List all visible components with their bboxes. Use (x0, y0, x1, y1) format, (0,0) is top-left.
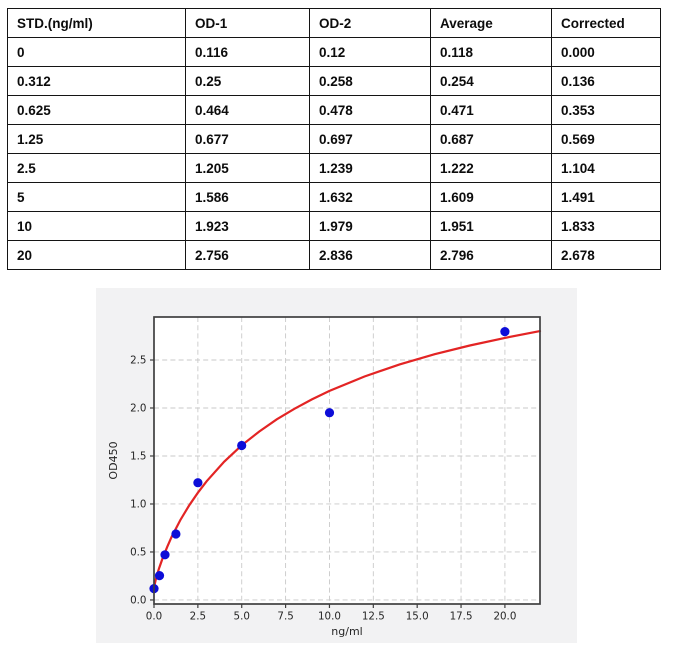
table-cell: 1.979 (309, 211, 431, 241)
table-cell: 1.632 (309, 182, 431, 212)
plot-area (154, 317, 540, 604)
column-header-corrected: Corrected (551, 8, 661, 38)
table-cell: 0.312 (7, 66, 186, 96)
fit-curve (152, 330, 542, 589)
table-cell: 0.569 (551, 124, 661, 154)
x-tick-label: 5.0 (234, 611, 250, 623)
table-row: 1.25 0.677 0.697 0.687 0.569 (7, 124, 661, 154)
table-cell: 0.697 (309, 124, 431, 154)
table-cell: 2.678 (551, 240, 661, 270)
column-header-od1: OD-1 (185, 8, 310, 38)
table-cell: 0.254 (430, 66, 552, 96)
table-row: 0 0.116 0.12 0.118 0.000 (7, 37, 661, 67)
x-tick-label: 20.0 (493, 611, 516, 623)
column-header-std: STD.(ng/ml) (7, 8, 186, 38)
column-header-average: Average (430, 8, 552, 38)
table-cell: 1.951 (430, 211, 552, 241)
x-axis-label: ng/ml (331, 625, 362, 638)
table-cell: 0.687 (430, 124, 552, 154)
x-tick-label: 0.0 (146, 611, 162, 623)
table-cell: 0.12 (309, 37, 431, 67)
table-cell: 0.258 (309, 66, 431, 96)
table-row: 0.312 0.25 0.258 0.254 0.136 (7, 66, 661, 96)
table-cell: 0.25 (185, 66, 310, 96)
standard-curve-figure: 0.0 2.5 5.0 7.5 10.0 12.5 15.0 17.5 20.0 0.0 0.5 1.… (96, 288, 577, 643)
x-tick-label: 15.0 (406, 611, 429, 623)
x-tick-label: 7.5 (277, 611, 293, 623)
table-cell: 1.205 (185, 153, 310, 183)
table-row: 20 2.756 2.836 2.796 2.678 (7, 240, 661, 270)
table-cell: 0.464 (185, 95, 310, 125)
table-cell: 1.491 (551, 182, 661, 212)
table-cell: 0.625 (7, 95, 186, 125)
y-axis-label: OD450 (107, 441, 120, 479)
table-cell: 0.478 (309, 95, 431, 125)
table-cell: 0 (7, 37, 186, 67)
table-cell: 0.118 (430, 37, 552, 67)
standard-curve-chart: 0.0 2.5 5.0 7.5 10.0 12.5 15.0 17.5 20.0 0.0 0.5 1.… (107, 316, 542, 638)
table-header-row: STD.(ng/ml) OD-1 OD-2 Average Corrected (7, 8, 661, 38)
table-cell: 0.000 (551, 37, 661, 67)
plot-spines (153, 316, 541, 605)
table-cell: 1.833 (551, 211, 661, 241)
column-header-od2: OD-2 (309, 8, 431, 38)
y-tick-label: 1.5 (130, 451, 146, 463)
data-point (500, 327, 510, 337)
table-cell: 2.5 (7, 153, 186, 183)
x-tick-label: 17.5 (450, 611, 473, 623)
x-tick-label: 10.0 (318, 611, 341, 623)
table-cell: 0.353 (551, 95, 661, 125)
data-point (324, 408, 335, 418)
table-row: 0.625 0.464 0.478 0.471 0.353 (7, 95, 661, 125)
table-cell: 1.104 (551, 153, 661, 183)
table-cell: 1.239 (309, 153, 431, 183)
table-cell: 1.923 (185, 211, 310, 241)
data-point (154, 571, 165, 581)
y-tick-label: 0.0 (130, 595, 146, 607)
table-cell: 2.796 (430, 240, 552, 270)
table-cell: 0.471 (430, 95, 552, 125)
y-tick-label: 0.5 (130, 547, 146, 559)
table-cell: 1.25 (7, 124, 186, 154)
table-cell: 0.116 (185, 37, 310, 67)
table-body: 0 0.116 0.12 0.118 0.000 0.312 0.25 0.258 0.254 0… (7, 37, 661, 270)
table-cell: 0.677 (185, 124, 310, 154)
table-cell: 5 (7, 182, 186, 212)
table-cell: 2.756 (185, 240, 310, 270)
y-tick-label: 1.0 (130, 499, 146, 511)
data-point (171, 529, 181, 539)
x-tick-label: 2.5 (190, 611, 206, 623)
table-row: 2.5 1.205 1.239 1.222 1.104 (7, 153, 661, 183)
y-tick-label: 2.0 (130, 403, 146, 415)
table-cell: 2.836 (309, 240, 431, 270)
table-row: 5 1.586 1.632 1.609 1.491 (7, 182, 661, 212)
data-point (237, 440, 247, 451)
data-point (160, 550, 170, 560)
table-row: 10 1.923 1.979 1.951 1.833 (7, 211, 661, 241)
table-cell: 1.586 (185, 182, 310, 212)
data-point (193, 478, 203, 488)
table-cell: 10 (7, 211, 186, 241)
x-tick-label: 12.5 (362, 611, 385, 623)
table-cell: 20 (7, 240, 186, 270)
standards-table: STD.(ng/ml) OD-1 OD-2 Average Corrected … (7, 8, 661, 270)
y-tick-label: 2.5 (130, 355, 146, 367)
table-cell: 0.136 (551, 66, 661, 96)
table-cell: 1.222 (430, 153, 552, 183)
table-cell: 1.609 (430, 182, 552, 212)
